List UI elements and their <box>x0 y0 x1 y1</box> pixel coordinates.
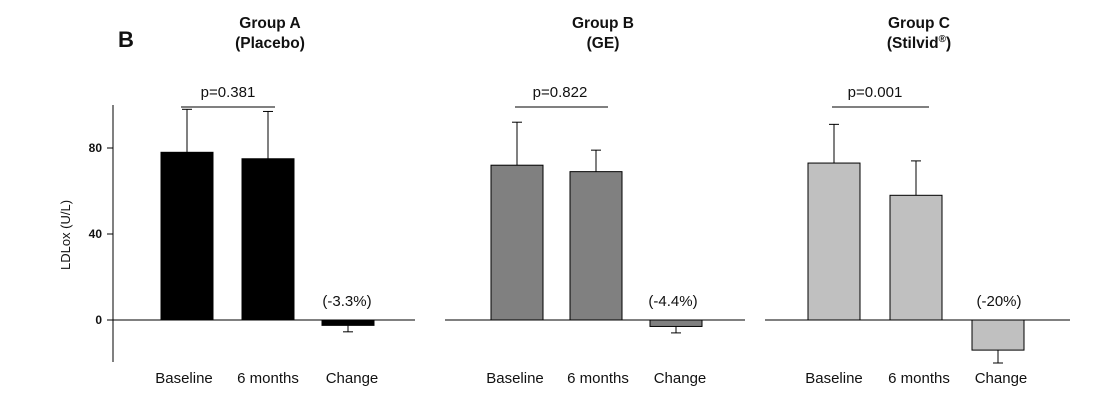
panel-label: B <box>118 27 134 52</box>
change-percent-label: (-20%) <box>976 293 1021 310</box>
x-tick-label: Baseline <box>805 370 863 387</box>
bar <box>889 194 943 321</box>
bar <box>241 158 295 321</box>
change-percent-label: (-3.3%) <box>322 293 371 310</box>
subplot-subtitle: (Stilvid®) <box>887 34 951 52</box>
x-tick-label: 6 months <box>567 370 629 387</box>
p-value-label: p=0.822 <box>533 84 588 101</box>
bar <box>649 319 703 327</box>
bar <box>569 171 623 321</box>
subplot-group-c: Group C (Stilvid®) p=0.001 (-20%) Baseli… <box>765 15 1070 387</box>
subplot-title: Group C <box>888 15 950 32</box>
chart-marks <box>445 106 745 334</box>
subplot-group-b: Group B (GE) p=0.822 (-4.4%) Baseline 6 … <box>445 15 745 387</box>
x-tick-label: 6 months <box>888 370 950 387</box>
subplot-subtitle: (Placebo) <box>235 35 305 52</box>
change-percent-label: (-4.4%) <box>648 293 697 310</box>
x-tick-label: Baseline <box>155 370 213 387</box>
bar <box>490 164 544 321</box>
x-tick-label: Baseline <box>486 370 544 387</box>
subtitle-end: ) <box>946 35 951 52</box>
subtitle-main: (Stilvid <box>887 35 939 52</box>
bar <box>160 151 214 321</box>
y-axis-label: LDLox (U/L) <box>58 200 73 270</box>
p-value-label: p=0.001 <box>848 84 903 101</box>
chart-marks: 0 40 80 <box>89 105 415 362</box>
x-tick-label: Change <box>326 370 379 387</box>
subplot-title: Group B <box>572 15 634 32</box>
y-tick-label: 40 <box>89 227 103 241</box>
chart-marks <box>765 106 1070 364</box>
x-tick-label: Change <box>975 370 1028 387</box>
bar <box>321 319 375 326</box>
registered-mark: ® <box>939 34 947 45</box>
y-tick-label: 80 <box>89 141 103 155</box>
bar <box>971 319 1025 351</box>
subplot-group-a: Group A (Placebo) p=0.381 (-3.3%) Baseli… <box>89 15 415 387</box>
subplot-subtitle: (GE) <box>587 35 620 52</box>
y-tick-label: 0 <box>95 313 102 327</box>
subplot-title: Group A <box>239 15 300 32</box>
x-tick-label: Change <box>654 370 707 387</box>
bar <box>807 162 861 321</box>
x-tick-label: 6 months <box>237 370 299 387</box>
p-value-label: p=0.381 <box>201 84 256 101</box>
